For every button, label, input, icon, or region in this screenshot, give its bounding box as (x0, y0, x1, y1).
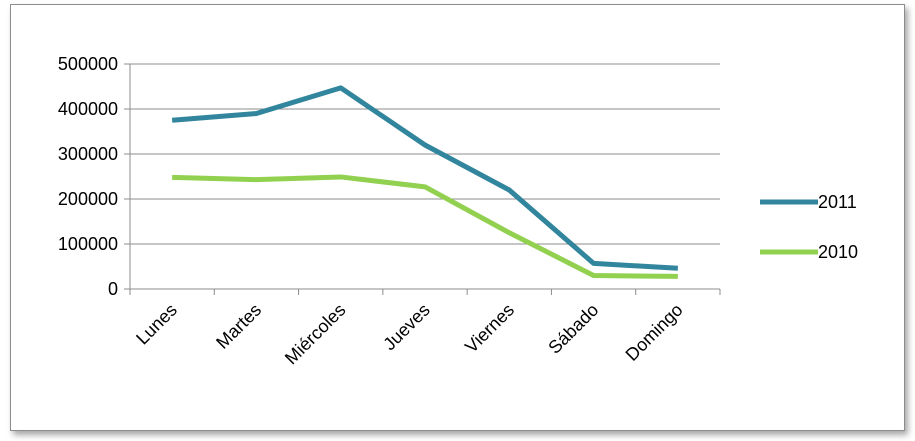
y-tick-label: 400000 (58, 99, 118, 119)
series-line-2010 (172, 174, 678, 279)
y-tick-label: 300000 (58, 144, 118, 164)
legend-label-2010: 2010 (818, 242, 858, 262)
y-tick-label: 500000 (58, 54, 118, 74)
legend-label-2011: 2011 (818, 192, 857, 212)
legend: 2011 2010 (760, 192, 858, 262)
series-lines (171, 85, 679, 279)
x-tick-label-2: Miércoles (281, 300, 350, 369)
axes (124, 63, 721, 295)
series-line-2011 (171, 85, 679, 271)
x-tick-label-5: Sábado (544, 300, 602, 358)
x-tick-label-1: Martes (212, 300, 265, 353)
x-axis-tick-labels: Lunes Martes Miércoles Jueves Viernes Sábado D… (132, 300, 687, 369)
y-axis-tick-labels: 0 100000 200000 300000 400000 500000 (58, 54, 118, 299)
y-tick-label: 200000 (58, 189, 118, 209)
chart-frame (10, 4, 905, 431)
gridlines (130, 63, 720, 245)
x-tick-label-4: Viernes (461, 300, 518, 357)
y-tick-label: 0 (108, 279, 118, 299)
y-tick-label: 100000 (58, 234, 118, 254)
x-tick-label-3: Jueves (379, 300, 433, 354)
x-tick-label-0: Lunes (132, 300, 181, 349)
x-tick-label-6: Domingo (622, 300, 687, 365)
